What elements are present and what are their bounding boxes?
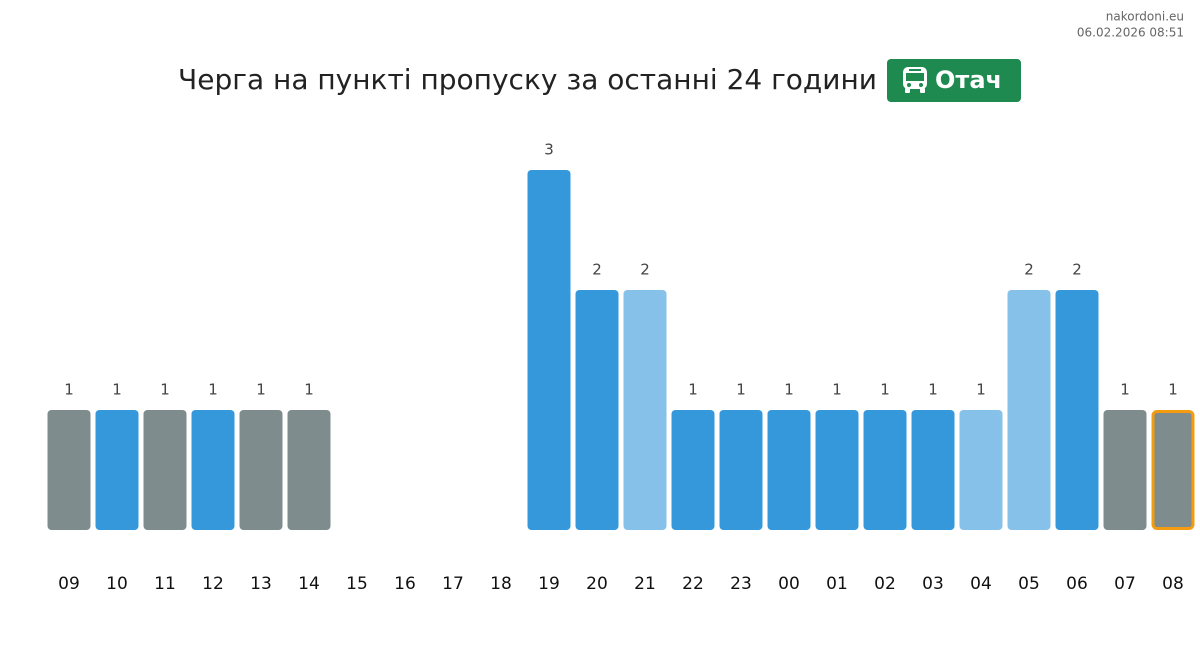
- x-tick-label: 04: [970, 574, 992, 594]
- bar: [95, 410, 139, 530]
- x-tick-label: 12: [202, 574, 224, 594]
- x-tick-label: 21: [634, 574, 656, 594]
- value-label: 3: [544, 141, 554, 159]
- bar: [1103, 410, 1147, 530]
- value-label: 2: [1024, 261, 1034, 279]
- timestamp: 06.02.2026 08:51: [1077, 26, 1184, 40]
- x-tick-label: 15: [346, 574, 368, 594]
- x-tick-label: 01: [826, 574, 848, 594]
- value-label: 2: [592, 261, 602, 279]
- x-tick-label: 08: [1162, 574, 1184, 594]
- x-tick-label: 03: [922, 574, 944, 594]
- x-tick-label: 18: [490, 574, 512, 594]
- value-label: 1: [304, 381, 314, 399]
- x-tick-label: 17: [442, 574, 464, 594]
- x-tick-label: 00: [778, 574, 800, 594]
- value-label: 1: [160, 381, 170, 399]
- bar: [1055, 290, 1099, 530]
- bus-icon: [903, 67, 927, 93]
- x-tick-label: 14: [298, 574, 320, 594]
- x-tick-label: 13: [250, 574, 272, 594]
- site: nakordoni.eu: [1106, 10, 1184, 24]
- value-label: 1: [928, 381, 938, 399]
- x-tick-label: 06: [1066, 574, 1088, 594]
- bar: [191, 410, 235, 530]
- bar: [47, 410, 91, 530]
- value-label: 1: [736, 381, 746, 399]
- value-label: 1: [784, 381, 794, 399]
- x-tick-label: 07: [1114, 574, 1136, 594]
- value-label: 2: [1072, 261, 1082, 279]
- badge: Отач: [887, 59, 1021, 102]
- bar: [815, 410, 859, 530]
- value-label: 1: [688, 381, 698, 399]
- x-tick-label: 11: [154, 574, 176, 594]
- x-tick-label: 16: [394, 574, 416, 594]
- bar: [143, 410, 187, 530]
- x-tick-label: 05: [1018, 574, 1040, 594]
- value-label: 1: [256, 381, 266, 399]
- chart-title: Черга на пункті пропуску за останні 24 г…: [178, 63, 877, 96]
- value-label: 1: [1168, 381, 1178, 399]
- value-label: 1: [1120, 381, 1130, 399]
- value-label: 1: [976, 381, 986, 399]
- bar: [1007, 290, 1051, 530]
- bar: [911, 410, 955, 530]
- x-tick-label: 19: [538, 574, 560, 594]
- bar: [623, 290, 667, 530]
- x-tick-label: 02: [874, 574, 896, 594]
- x-tick-label: 09: [58, 574, 80, 594]
- value-label: 1: [112, 381, 122, 399]
- bar: [527, 170, 571, 530]
- bar: [239, 410, 283, 530]
- value-label: 1: [64, 381, 74, 399]
- badge-label: Отач: [935, 66, 1002, 94]
- bar: [671, 410, 715, 530]
- bar: [719, 410, 763, 530]
- x-tick-label: 20: [586, 574, 608, 594]
- bar: [1151, 410, 1195, 530]
- x-tick-label: 23: [730, 574, 752, 594]
- x-tick-label: 10: [106, 574, 128, 594]
- bar: [767, 410, 811, 530]
- value-label: 1: [832, 381, 842, 399]
- bar: [287, 410, 331, 530]
- value-label: 2: [640, 261, 650, 279]
- value-label: 1: [208, 381, 218, 399]
- bar: [575, 290, 619, 530]
- value-label: 1: [880, 381, 890, 399]
- x-tick-label: 22: [682, 574, 704, 594]
- bar: [959, 410, 1003, 530]
- bar: [863, 410, 907, 530]
